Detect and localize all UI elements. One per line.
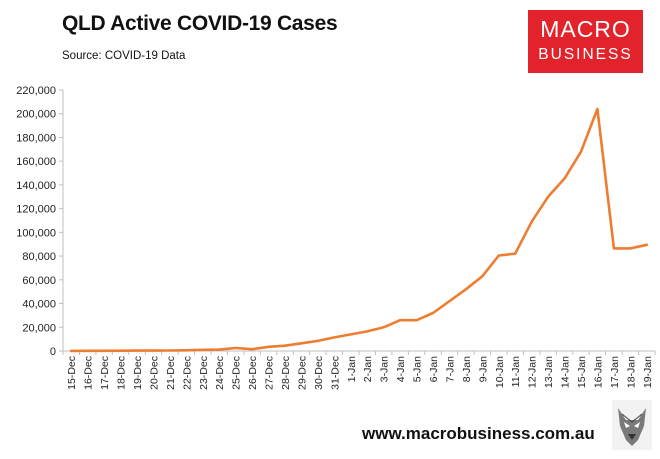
data-point — [645, 244, 648, 246]
x-tick-label: 16-Dec — [83, 356, 95, 390]
y-tick-label: 20,000 — [22, 322, 56, 334]
x-tick-label: 22-Dec — [181, 356, 193, 390]
y-tick-label: 0 — [50, 346, 56, 358]
x-tick-label: 5-Jan — [412, 356, 424, 382]
y-tick-label: 160,000 — [16, 156, 56, 168]
data-point — [267, 346, 270, 348]
x-tick-label: 23-Dec — [198, 356, 210, 390]
y-tick-label: 80,000 — [22, 251, 56, 263]
logo-line-2: BUSINESS — [538, 46, 633, 63]
y-tick-label: 120,000 — [16, 204, 56, 216]
x-tick-label: 24-Dec — [214, 356, 226, 390]
x-tick-label: 3-Jan — [379, 356, 391, 382]
data-point — [497, 254, 500, 257]
x-tick-label: 2-Jan — [362, 356, 374, 382]
x-tick-label: 27-Dec — [264, 356, 276, 390]
x-tick-label: 7-Jan — [444, 356, 456, 382]
data-point — [580, 150, 582, 153]
data-point — [300, 342, 303, 345]
x-tick-label: 10-Jan — [494, 356, 506, 388]
x-tick-label: 19-Jan — [642, 356, 654, 388]
y-tick-label: 140,000 — [16, 180, 56, 192]
data-point — [103, 349, 105, 352]
x-tick-label: 26-Dec — [247, 356, 259, 390]
data-point — [86, 350, 89, 352]
data-point — [481, 275, 484, 278]
x-tick-label: 1-Jan — [346, 356, 358, 382]
x-tick-label: 13-Jan — [543, 356, 555, 388]
data-point — [382, 326, 385, 329]
data-point — [366, 330, 369, 333]
data-point — [251, 348, 253, 351]
x-tick-label: 18-Jan — [625, 356, 637, 388]
data-point — [432, 312, 434, 314]
y-tick-label: 180,000 — [16, 132, 56, 144]
x-tick-label: 16-Jan — [592, 356, 604, 388]
series-line — [69, 107, 649, 353]
x-tick-label: 18-Dec — [116, 356, 128, 390]
data-point — [136, 349, 138, 352]
data-point — [399, 319, 401, 321]
data-point — [70, 350, 73, 352]
data-point — [547, 195, 549, 198]
data-point — [169, 349, 171, 352]
x-tick-label: 21-Dec — [165, 356, 177, 390]
x-tick-label: 6-Jan — [428, 356, 440, 382]
x-tick-label: 14-Jan — [560, 356, 572, 388]
x-tick-label: 12-Jan — [527, 356, 539, 388]
x-tick-label: 19-Dec — [132, 356, 144, 390]
x-tick-label: 25-Dec — [231, 356, 243, 390]
x-tick-label: 31-Dec — [329, 356, 341, 390]
y-tick-label: 40,000 — [22, 299, 56, 311]
data-point — [185, 349, 188, 352]
y-tick-label: 60,000 — [22, 275, 56, 287]
website-url: www.macrobusiness.com.au — [362, 424, 595, 443]
x-tick-label: 15-Dec — [66, 356, 78, 390]
data-point — [596, 108, 599, 110]
data-point — [284, 344, 286, 347]
data-point — [613, 247, 615, 250]
data-point — [465, 288, 467, 291]
x-tick-label: 29-Dec — [296, 356, 308, 390]
chart-title: QLD Active COVID-19 Cases — [62, 12, 338, 35]
logo-line-1: MACRO — [540, 16, 631, 42]
x-tick-label: 9-Jan — [477, 356, 489, 382]
data-point — [317, 340, 319, 342]
data-point — [448, 300, 451, 302]
macro-business-logo: MACRO BUSINESS — [528, 10, 643, 73]
data-point — [563, 177, 566, 180]
x-tick-label: 8-Jan — [461, 356, 473, 382]
data-point — [530, 220, 533, 223]
x-tick-label: 4-Jan — [395, 356, 407, 382]
data-point — [514, 252, 517, 255]
x-tick-label: 20-Dec — [148, 356, 160, 390]
x-tick-label: 15-Jan — [576, 356, 588, 388]
y-tick-label: 100,000 — [16, 227, 56, 239]
chart-source: Source: COVID-19 Data — [62, 50, 186, 62]
x-tick-label: 30-Dec — [313, 356, 325, 390]
y-tick-label: 220,000 — [16, 85, 56, 97]
data-point — [415, 319, 418, 321]
x-tick-label: 11-Jan — [510, 356, 522, 387]
x-tick-label: 28-Dec — [280, 356, 292, 390]
data-point — [333, 336, 336, 339]
data-point — [152, 349, 155, 352]
wolf-icon — [612, 400, 652, 450]
data-point — [234, 347, 237, 349]
data-point — [218, 348, 221, 351]
data-point — [119, 349, 122, 352]
y-tick-label: 200,000 — [16, 109, 56, 121]
x-tick-label: 17-Dec — [99, 356, 111, 390]
data-point — [629, 247, 632, 250]
x-tick-label: 17-Jan — [609, 356, 621, 388]
data-point — [349, 333, 352, 336]
data-point — [201, 349, 204, 351]
